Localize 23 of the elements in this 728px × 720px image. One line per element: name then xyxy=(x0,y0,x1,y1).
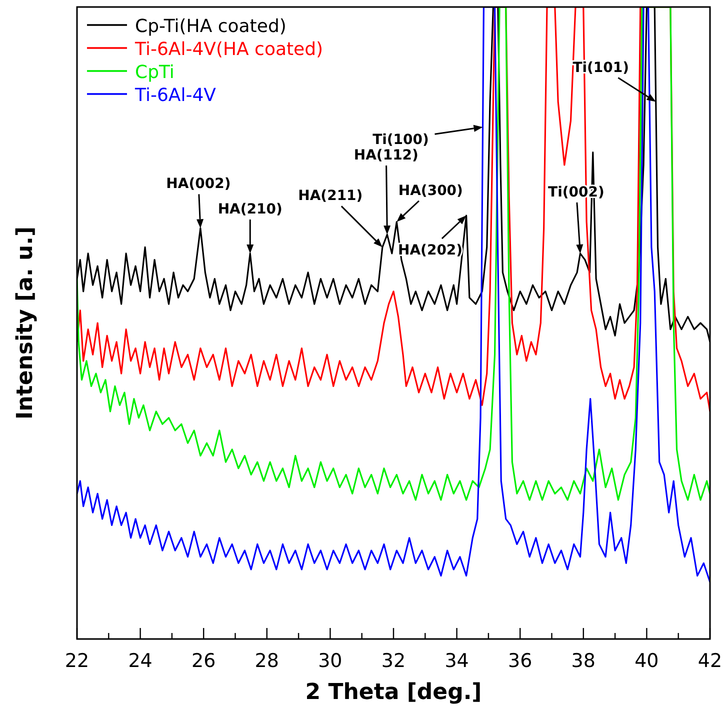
annotation: HA(112) xyxy=(354,148,418,164)
y-axis-title: Intensity [a. u.] xyxy=(13,226,38,420)
annotation: HA(210) xyxy=(218,201,282,218)
legend-label: Ti-6Al-4V(HA coated) xyxy=(134,39,324,60)
x-tick-label: 40 xyxy=(634,650,659,672)
x-tick-label: 28 xyxy=(254,650,279,672)
x-axis-title: 2 Theta [deg.] xyxy=(305,680,482,705)
x-tick-label: 30 xyxy=(318,650,342,672)
x-tick-label: 22 xyxy=(64,650,90,672)
x-tick-label: 42 xyxy=(698,650,722,672)
legend-label: CpTi xyxy=(135,62,174,83)
annotation: HA(211) xyxy=(298,188,363,204)
x-tick-label: 34 xyxy=(444,650,469,672)
x-tick-label: 38 xyxy=(571,650,596,672)
annotation: HA(002) xyxy=(166,176,231,192)
x-tick-label: 36 xyxy=(508,650,532,672)
x-tick-label: 26 xyxy=(192,650,216,672)
legend-label: Ti-6Al-4V xyxy=(134,85,217,106)
x-tick-label: 24 xyxy=(128,650,152,672)
x-tick-label: 32 xyxy=(381,650,406,672)
legend-label: Cp-Ti(HA coated) xyxy=(135,16,286,37)
annotation: Ti(100) xyxy=(372,132,429,148)
annotation: HA(300) xyxy=(398,182,463,199)
